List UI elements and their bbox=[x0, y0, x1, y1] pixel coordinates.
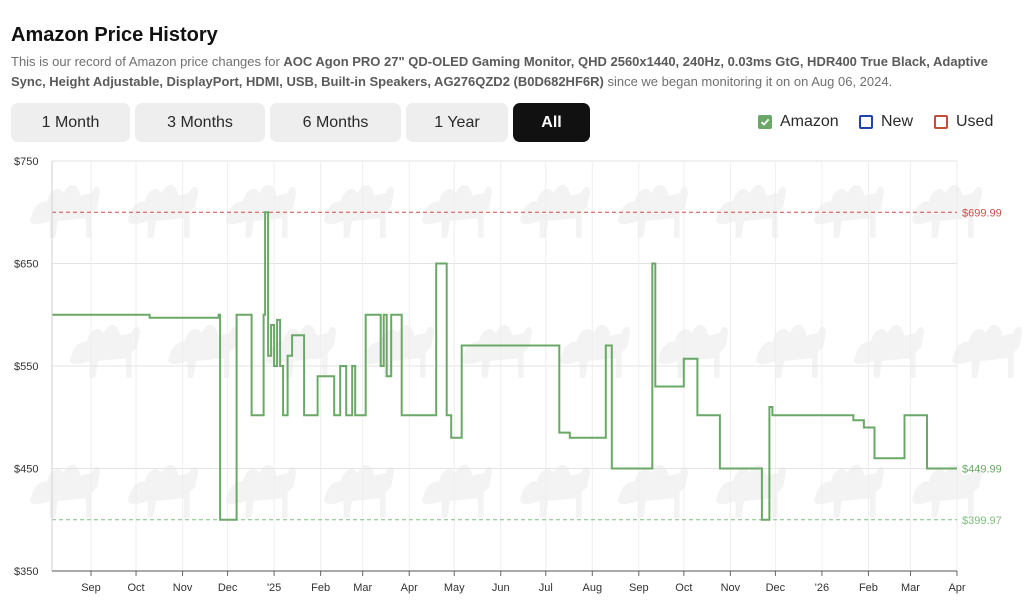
camel-watermark-icon bbox=[324, 464, 394, 518]
x-tick-label: Mar bbox=[901, 582, 920, 594]
legend-used[interactable]: Used bbox=[934, 113, 993, 131]
x-tick-label: Sep bbox=[629, 582, 649, 594]
page-title: Amazon Price History bbox=[11, 24, 218, 46]
x-tick-label: Dec bbox=[766, 582, 786, 594]
x-tick-label: '25 bbox=[267, 582, 281, 594]
camel-watermark-icon bbox=[814, 184, 884, 238]
legend-label-new: New bbox=[881, 113, 914, 130]
x-tick-label: Apr bbox=[401, 582, 418, 594]
x-tick-label: Jun bbox=[492, 582, 510, 594]
x-tick-label: Apr bbox=[948, 582, 965, 594]
camel-watermark-icon bbox=[422, 464, 492, 518]
x-tick-label: Oct bbox=[127, 582, 144, 594]
y-tick-label: $650 bbox=[14, 259, 38, 271]
camel-watermark-icon bbox=[422, 184, 492, 238]
reference-line-label: $399.97 bbox=[962, 515, 1002, 527]
camel-watermark-icon bbox=[226, 184, 296, 238]
x-tick-label: Mar bbox=[353, 582, 372, 594]
camel-watermark-icon bbox=[462, 324, 532, 378]
y-tick-label: $750 bbox=[14, 156, 38, 168]
camel-watermark-icon bbox=[658, 324, 728, 378]
x-tick-label: Aug bbox=[583, 582, 603, 594]
checkbox-checked-icon bbox=[758, 115, 772, 129]
x-tick-label: Oct bbox=[675, 582, 692, 594]
range-tab-1-month[interactable]: 1 Month bbox=[11, 103, 130, 142]
x-tick-label: Nov bbox=[721, 582, 741, 594]
x-tick-label: Jul bbox=[539, 582, 553, 594]
camel-watermark-icon bbox=[814, 464, 884, 518]
camel-watermark-icon bbox=[364, 324, 434, 378]
camel-watermark-icon bbox=[912, 184, 982, 238]
camel-watermark-icon bbox=[70, 324, 140, 378]
current-price-label: $449.99 bbox=[962, 464, 1002, 476]
camel-watermark-icon bbox=[266, 324, 336, 378]
camel-watermark-icon bbox=[952, 324, 1022, 378]
checkbox-empty-icon bbox=[934, 115, 948, 129]
checkbox-empty-icon bbox=[859, 115, 873, 129]
x-tick-label: May bbox=[444, 582, 465, 594]
camel-watermark-icon bbox=[520, 184, 590, 238]
legend-new[interactable]: New bbox=[859, 113, 913, 131]
range-tab-3-months[interactable]: 3 Months bbox=[135, 103, 265, 142]
x-tick-label: Feb bbox=[311, 582, 330, 594]
camel-watermark-icon bbox=[520, 464, 590, 518]
y-tick-label: $450 bbox=[14, 464, 38, 476]
camel-watermark-icon bbox=[128, 184, 198, 238]
x-tick-label: Sep bbox=[81, 582, 101, 594]
chart-description: This is our record of Amazon price chang… bbox=[11, 52, 1011, 92]
x-tick-label: Dec bbox=[218, 582, 238, 594]
camel-watermark-icon bbox=[324, 184, 394, 238]
legend-label-used: Used bbox=[956, 113, 994, 130]
description-prefix: This is our record of Amazon price chang… bbox=[11, 54, 284, 69]
price-line-amazon bbox=[52, 211, 957, 521]
camel-watermark-icon bbox=[618, 184, 688, 238]
reference-line-label: $699.99 bbox=[962, 207, 1002, 219]
product-name: AOC Agon PRO 27" QD-OLED Gaming Monitor,… bbox=[11, 54, 988, 89]
camel-watermark-icon bbox=[30, 464, 100, 518]
legend-label-amazon: Amazon bbox=[780, 113, 839, 130]
camel-watermark-icon bbox=[912, 464, 982, 518]
y-tick-label: $550 bbox=[14, 361, 38, 373]
range-tab-all[interactable]: All bbox=[513, 103, 590, 142]
camel-watermark-icon bbox=[560, 324, 630, 378]
description-suffix: since we began monitoring it on on Aug 0… bbox=[603, 74, 893, 89]
camel-watermark bbox=[30, 184, 1022, 518]
series-layer bbox=[52, 211, 957, 521]
x-tick-label: '26 bbox=[815, 582, 829, 594]
x-tick-label: Nov bbox=[173, 582, 193, 594]
legend-amazon[interactable]: Amazon bbox=[758, 113, 839, 131]
camel-watermark-icon bbox=[756, 324, 826, 378]
x-tick-label: Feb bbox=[859, 582, 878, 594]
reference-lines: $699.99 $399.97 $449.99 bbox=[52, 207, 1002, 527]
camel-watermark-icon bbox=[128, 464, 198, 518]
chart-axes: $750 $650 $550 $450 $350 Sep Oct Nov Dec '25 Feb Ma… bbox=[14, 156, 966, 594]
camel-watermark-icon bbox=[226, 464, 296, 518]
camel-watermark-icon bbox=[854, 324, 924, 378]
range-tab-1-year[interactable]: 1 Year bbox=[406, 103, 508, 142]
camel-watermark-icon bbox=[716, 184, 786, 238]
camel-watermark-icon bbox=[30, 184, 100, 238]
y-tick-label: $350 bbox=[14, 566, 38, 578]
range-tab-6-months[interactable]: 6 Months bbox=[270, 103, 401, 142]
camel-watermark-icon bbox=[618, 464, 688, 518]
